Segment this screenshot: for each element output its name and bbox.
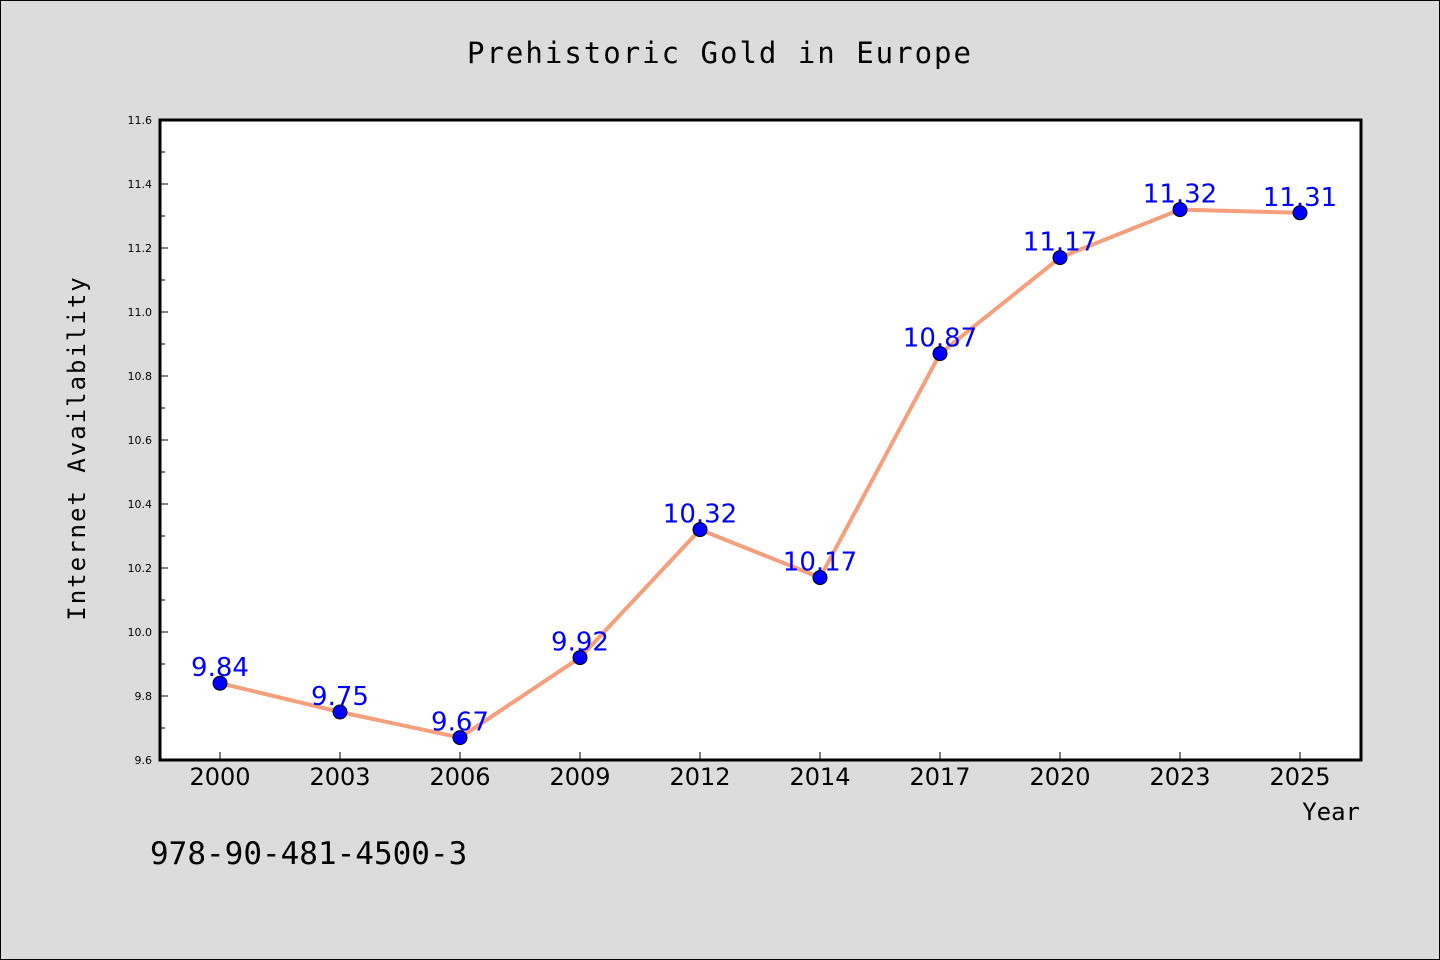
data-label-2017: 10.87 <box>903 324 977 354</box>
y-tick-label-8: 11.2 <box>128 242 153 255</box>
data-label-2006: 9.67 <box>431 708 489 738</box>
data-label-2009: 9.92 <box>551 628 609 658</box>
y-axis-label: Internet Availability <box>63 275 91 620</box>
data-point-2012 <box>692 522 708 538</box>
series-line-group <box>219 207 1301 740</box>
y-tick-label-3: 10.2 <box>128 562 153 575</box>
chart-title: Prehistoric Gold in Europe <box>467 36 973 70</box>
series-line <box>219 207 1301 740</box>
data-label-2014: 10.17 <box>783 548 857 578</box>
data-point-2023 <box>1172 202 1188 218</box>
plot-area <box>158 118 1363 762</box>
data-point-2025 <box>1292 205 1308 221</box>
data-point-2017 <box>932 346 948 362</box>
y-axis: 9.6 9.8 10.0 10.2 10.4 10.6 10.8 11.0 11.2 11.4 11… <box>128 114 168 767</box>
data-point-2003 <box>332 704 348 720</box>
data-label-2012: 10.32 <box>663 500 737 530</box>
y-tick-label-1: 9.8 <box>135 690 153 703</box>
y-tick-label-2: 10.0 <box>128 626 153 639</box>
data-label-2003: 9.75 <box>311 682 369 712</box>
x-tick-label-3: 2009 <box>549 763 610 791</box>
isbn-annotation: 978-90-481-4500-3 <box>150 836 467 872</box>
data-point-2009 <box>572 650 588 666</box>
x-tick-label-2: 2006 <box>429 763 490 791</box>
x-tick-label-8: 2023 <box>1149 763 1210 791</box>
x-axis: 2000 2003 2006 2009 2012 2014 2017 2020 2023 2025 <box>189 752 1331 791</box>
data-point-2006 <box>452 730 468 746</box>
data-label-2025: 11.31 <box>1263 183 1337 213</box>
x-tick-label-7: 2020 <box>1029 763 1090 791</box>
x-tick-label-5: 2014 <box>789 763 850 791</box>
y-tick-label-10: 11.6 <box>128 114 153 127</box>
x-axis-label: Year <box>1302 798 1360 826</box>
y-tick-label-4: 10.4 <box>128 498 153 511</box>
x-tick-label-4: 2012 <box>669 763 730 791</box>
x-tick-label-0: 2000 <box>189 763 250 791</box>
data-point-2014 <box>812 570 828 586</box>
y-tick-label-7: 11.0 <box>128 306 153 319</box>
data-label-2023: 11.32 <box>1143 180 1217 210</box>
data-point-2020 <box>1052 250 1068 266</box>
x-tick-label-6: 2017 <box>909 763 970 791</box>
data-point-2000 <box>212 675 228 691</box>
y-tick-label-6: 10.8 <box>128 370 153 383</box>
y-tick-label-5: 10.6 <box>128 434 153 447</box>
x-tick-label-9: 2025 <box>1269 763 1330 791</box>
y-tick-label-9: 11.4 <box>128 178 153 191</box>
data-labels: 9.84 9.75 9.67 9.92 10.32 10.17 10.87 11.17 11.3… <box>191 180 1337 738</box>
y-tick-label-0: 9.6 <box>135 754 153 767</box>
data-label-2020: 11.17 <box>1023 228 1097 258</box>
x-tick-label-1: 2003 <box>309 763 370 791</box>
data-markers <box>212 202 1308 746</box>
data-label-2000: 9.84 <box>191 653 249 683</box>
